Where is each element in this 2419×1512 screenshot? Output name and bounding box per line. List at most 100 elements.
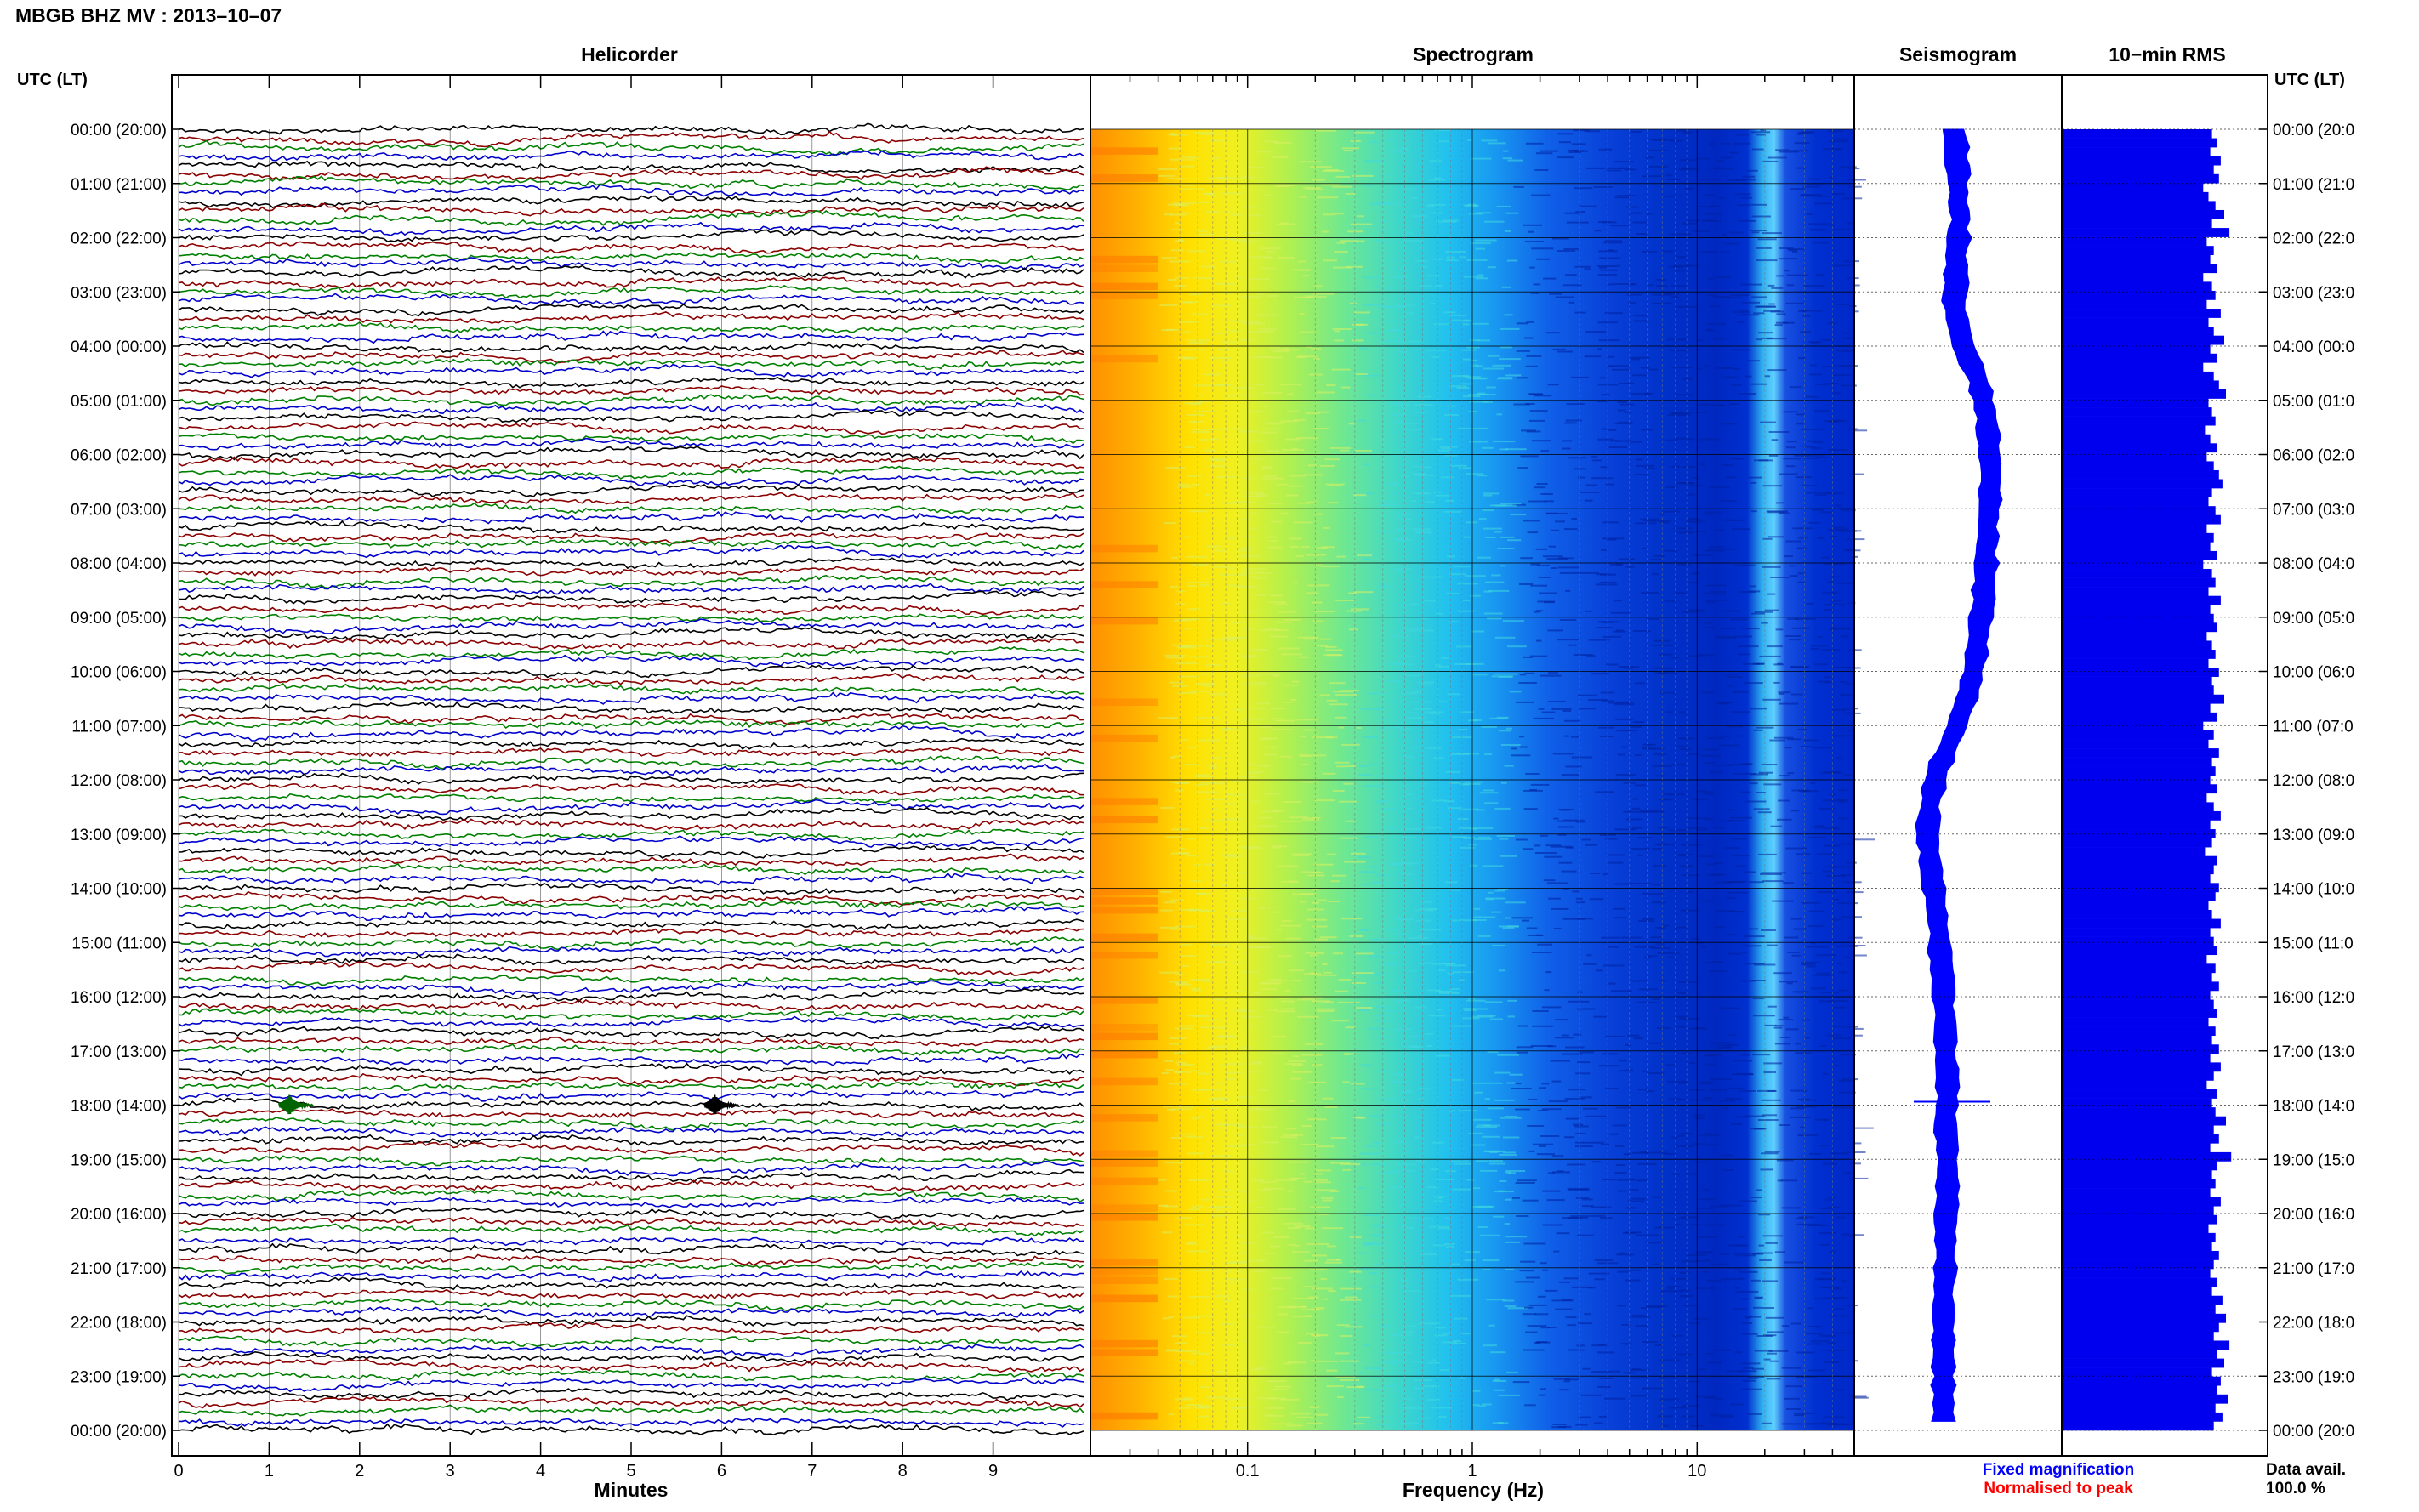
spectrogram-speckle [1320, 1278, 1327, 1281]
spectrogram-speckle [1767, 284, 1775, 287]
rms-bar [2063, 954, 2207, 964]
spectrogram-speckle [1300, 755, 1311, 757]
spectrogram-speckle [1853, 1127, 1874, 1129]
spectrogram-speckle [1664, 1152, 1675, 1155]
spectrogram-speckle [1615, 440, 1632, 442]
spectrogram-speckle [1314, 285, 1323, 287]
spectrogram-speckle [1845, 1305, 1858, 1307]
rms-bar [2063, 631, 2207, 641]
spectrogram-speckle [1512, 1197, 1520, 1199]
spectrogram-speckle [1265, 793, 1280, 795]
spectrogram-speckle [1267, 356, 1283, 359]
spectrogram-speckle [1597, 221, 1611, 224]
rms-bar [2063, 730, 2214, 740]
spectrogram-speckle [1444, 414, 1459, 417]
spectrogram-speckle [1317, 899, 1327, 901]
spectrogram-speckle [1280, 755, 1292, 758]
spectrogram-speckle [1675, 1015, 1688, 1018]
spectrogram-speckle [1510, 514, 1526, 516]
spectrogram-speckle [1687, 219, 1700, 222]
spectrogram-speckle [1270, 1287, 1283, 1290]
figure-title: MBGB BHZ MV : 2013–10–07 [15, 4, 282, 26]
spectrogram-speckle [1383, 827, 1397, 830]
spectrogram-speckle [1316, 1189, 1337, 1191]
spectrogram-speckle [1278, 647, 1301, 650]
spectrogram-speckle [1187, 582, 1210, 583]
spectrogram-speckle [1633, 315, 1647, 317]
spectrogram-speckle [1305, 1315, 1312, 1317]
spectrogram-speckle [1808, 836, 1826, 838]
spectrogram-speckle [1802, 185, 1820, 188]
rms-bar [2063, 1259, 2214, 1270]
spectrogram-speckle [1340, 240, 1358, 242]
spectrogram-speckle [1732, 311, 1750, 314]
spectrogram-speckle [1743, 871, 1756, 873]
spectrogram-speckle [1359, 1163, 1367, 1166]
spectrogram-speckle [1673, 527, 1692, 530]
spectrogram-speckle [1445, 592, 1460, 594]
spectrogram-speckle [1388, 431, 1397, 434]
spectrogram-speckle [1584, 130, 1600, 133]
spectrogram-speckle [1494, 504, 1517, 507]
spectrogram-speckle [1335, 716, 1347, 719]
spectrogram-speckle [1776, 502, 1784, 504]
rms-bar [2063, 1305, 2216, 1315]
spectrogram-speckle [1650, 936, 1662, 939]
spectrogram-speckle [1648, 747, 1665, 750]
spectrogram-speckle [1611, 611, 1630, 614]
spectrogram-speckle [1511, 747, 1517, 750]
spectrogram-speckle [1623, 667, 1635, 669]
spectrogram-speckle [1715, 276, 1732, 279]
spectrogram-speckle [1168, 147, 1182, 150]
spectrogram-speckle [1399, 629, 1421, 632]
seismogram-trace [1915, 128, 2003, 1422]
spectrogram-speckle [1792, 250, 1798, 253]
spectrogram-speckle [1525, 1331, 1538, 1333]
spectrogram-speckle [1675, 564, 1691, 566]
spectrogram-speckle [1450, 1294, 1472, 1297]
spectrogram-speckle [1601, 394, 1610, 396]
spectrogram-speckle [1815, 1118, 1827, 1121]
spectrogram-speckle [1289, 485, 1304, 487]
spectrogram-speckle [1637, 854, 1643, 856]
spectrogram-speckle [1800, 331, 1812, 333]
spectrogram-speckle [1699, 438, 1720, 441]
hour-label-left: 06:00 (02:00) [71, 447, 167, 465]
spectrogram-speckle [1752, 998, 1765, 1000]
spectrogram-strip [1090, 1339, 1158, 1348]
spectrogram-speckle [1631, 980, 1648, 982]
spectrogram-speckle [1164, 901, 1176, 904]
spectrogram-speckle [1637, 837, 1653, 839]
rms-bar [2063, 299, 2207, 310]
spectrogram-speckle [1594, 1278, 1606, 1281]
spectrogram-speckle [1505, 917, 1512, 919]
spectrogram-speckle [1771, 439, 1779, 441]
spectrogram-speckle [1161, 1072, 1169, 1074]
spectrogram-speckle [1499, 358, 1521, 361]
spectrogram-speckle [1518, 682, 1537, 684]
rms-bar [2063, 694, 2224, 704]
spectrogram-speckle [1709, 970, 1727, 973]
spectrogram-speckle [1210, 357, 1232, 359]
rms-bar [2063, 577, 2216, 588]
spectrogram-speckle [1830, 600, 1841, 602]
spectrogram-speckle [1700, 946, 1707, 948]
spectrogram-speckle [1323, 971, 1332, 974]
spectrogram-speckle [1681, 611, 1697, 613]
spectrogram-speckle [1205, 764, 1218, 766]
spectrogram-speckle [1667, 414, 1690, 416]
spectrogram-speckle [1706, 1361, 1722, 1364]
spectrogram-speckle [1552, 237, 1569, 240]
spectrogram-speckle [1471, 364, 1479, 367]
spectrogram-speckle [1366, 394, 1375, 396]
spectrogram-speckle [1376, 1367, 1383, 1370]
hour-label-right: 03:00 (23:0 [2273, 284, 2354, 302]
spectrogram-speckle [1842, 337, 1853, 339]
spectrogram-speckle [1375, 1020, 1397, 1022]
spectrogram-speckle [1272, 1388, 1288, 1390]
rms-bar [2063, 810, 2221, 821]
spectrogram-speckle [1826, 1350, 1846, 1351]
spectrogram-speckle [1617, 421, 1634, 423]
spectrogram-speckle [1299, 1173, 1306, 1175]
spectrogram-speckle [1168, 1316, 1175, 1318]
